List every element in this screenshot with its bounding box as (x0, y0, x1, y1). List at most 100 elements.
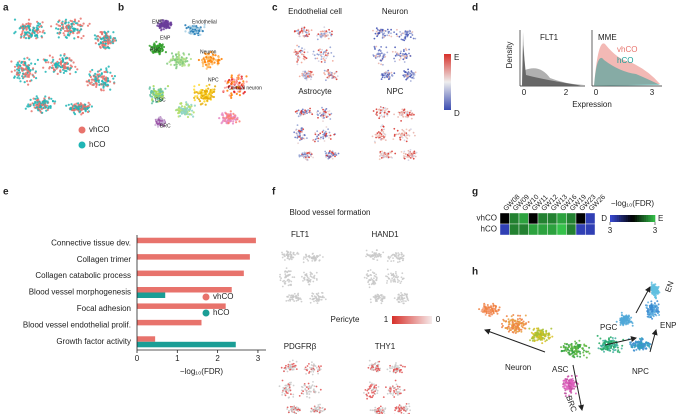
dot (225, 112, 228, 115)
dot (287, 365, 290, 368)
dot (314, 132, 317, 134)
dot (631, 322, 634, 325)
dot (379, 115, 381, 118)
dot (407, 299, 410, 302)
dot (390, 32, 392, 35)
dot (62, 71, 65, 74)
dot (59, 70, 62, 73)
dot (280, 366, 283, 369)
dot (101, 79, 104, 82)
dot (512, 314, 515, 316)
dot (376, 389, 379, 392)
dot (399, 282, 402, 284)
dot (394, 51, 397, 53)
dot (654, 313, 657, 316)
dot (517, 326, 519, 328)
dot (397, 257, 399, 259)
dot (185, 107, 189, 110)
dot (531, 337, 534, 339)
dot (393, 57, 395, 60)
dot (214, 85, 217, 88)
dot (290, 294, 293, 297)
dot (519, 317, 521, 320)
dot (32, 97, 35, 100)
dot (198, 83, 201, 86)
dot (332, 55, 335, 58)
dot (502, 318, 505, 321)
dot (102, 89, 105, 92)
dot (44, 70, 47, 73)
dot (606, 345, 609, 348)
dot (398, 404, 401, 406)
dot (299, 49, 302, 52)
dot (297, 253, 300, 255)
dot (238, 90, 241, 93)
dot (65, 104, 68, 107)
dot (321, 410, 324, 413)
dot (308, 396, 311, 399)
dot (230, 93, 233, 97)
dot (303, 111, 305, 114)
dot (388, 34, 391, 37)
dot (238, 73, 241, 76)
dot (73, 37, 76, 40)
dot (288, 281, 290, 283)
dot (639, 340, 642, 342)
dot (100, 30, 103, 34)
dot (390, 35, 393, 38)
dot (302, 53, 305, 56)
dot (390, 28, 392, 31)
dot (305, 79, 308, 81)
dot (407, 33, 409, 36)
dot (574, 342, 577, 345)
dot (620, 347, 623, 350)
dot (521, 318, 523, 321)
dot (35, 77, 38, 80)
dot (395, 367, 398, 370)
dot (296, 61, 298, 63)
dot (294, 364, 297, 367)
dot (394, 46, 396, 49)
dot (300, 110, 303, 113)
dot (152, 93, 155, 96)
dot (325, 156, 327, 159)
dot (198, 90, 201, 93)
dot (284, 280, 287, 283)
dot (371, 278, 374, 281)
dot (641, 338, 644, 341)
dot (375, 388, 378, 391)
dot (373, 275, 376, 277)
dot (174, 53, 178, 57)
dot (414, 37, 417, 40)
dot (397, 293, 400, 296)
dot (323, 55, 326, 58)
dot (328, 113, 331, 116)
dot (406, 156, 409, 159)
dot (195, 25, 198, 28)
dot (193, 32, 196, 36)
dot (57, 28, 60, 31)
dot (290, 258, 293, 261)
dot (195, 28, 199, 31)
dot (585, 356, 588, 359)
dot (507, 325, 510, 328)
dot (74, 105, 77, 108)
dot (393, 391, 396, 393)
dot (79, 23, 82, 26)
dot (367, 366, 370, 369)
dot (300, 298, 302, 301)
dot (286, 295, 289, 298)
dot (26, 33, 29, 36)
dot (379, 405, 382, 408)
dot (386, 71, 388, 74)
dot (201, 89, 204, 92)
dot (380, 125, 382, 128)
dot (413, 152, 415, 155)
dot (62, 27, 65, 30)
dot (308, 280, 310, 282)
dot (328, 131, 331, 134)
dot (305, 254, 308, 256)
dot (230, 76, 233, 79)
dot (331, 76, 334, 79)
dot (387, 69, 390, 72)
